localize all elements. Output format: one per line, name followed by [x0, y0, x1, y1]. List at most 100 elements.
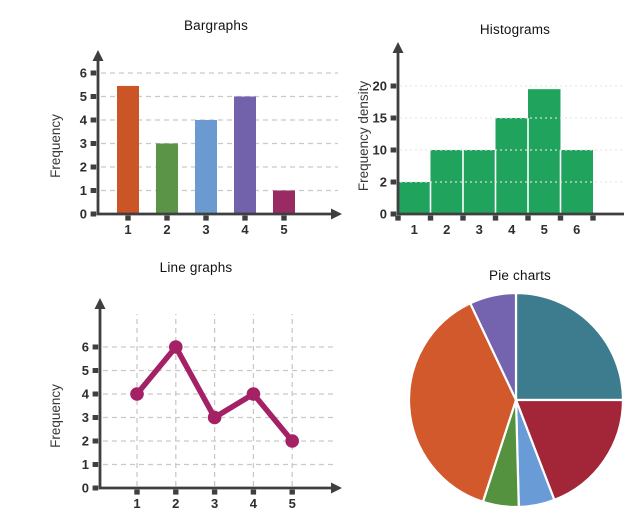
x-tick-mark	[164, 215, 170, 221]
data-point-marker	[169, 340, 183, 354]
x-tick-label: 3	[202, 222, 209, 237]
bargraph-panel: Bargraphs Frequency 0 1 2 3 4 5 6 1 2 3 4 5	[40, 16, 352, 256]
x-tick-mark	[525, 215, 531, 221]
x-tick-label: 2	[163, 222, 170, 237]
x-tick-mark	[281, 215, 287, 221]
x-tick-label: 4	[250, 496, 258, 511]
x-tick-label: 3	[476, 222, 483, 237]
y-tick-label: 3	[82, 410, 89, 425]
bar	[273, 190, 295, 214]
y-axis-arrow-icon	[94, 298, 106, 309]
x-tick-mark	[242, 215, 248, 221]
y-tick-mark	[92, 344, 99, 350]
linegraph-title: Line graphs	[159, 260, 233, 275]
y-tick-label: 4	[80, 113, 88, 128]
bargraph-ylabel: Frequency	[48, 114, 63, 178]
histogram-panel: Histograms Frequency density 0 2 10 15 20 1 2 3…	[352, 16, 624, 256]
linegraph-ylabel: Frequency	[48, 384, 63, 448]
y-tick-label: 1	[82, 457, 89, 472]
x-tick-label: 1	[133, 496, 140, 511]
linegraph-chart: Frequency 0 1 2 3 4 5 6 1 2 3 4 5	[48, 298, 342, 511]
y-tick-mark	[90, 141, 97, 146]
y-tick-label: 6	[80, 66, 87, 81]
y-tick-mark	[90, 117, 97, 123]
y-tick-mark	[390, 211, 397, 217]
y-tick-label: 2	[80, 160, 87, 175]
x-axis-arrow-icon	[331, 482, 342, 494]
y-tick-label: 0	[80, 207, 87, 222]
bar	[195, 120, 217, 214]
data-point-marker	[130, 387, 144, 401]
x-tick-mark	[125, 215, 131, 221]
x-tick-label: 5	[280, 222, 287, 237]
y-tick-mark	[92, 368, 99, 373]
x-tick-mark	[134, 489, 140, 495]
y-tick-label: 1	[80, 183, 87, 198]
x-tick-mark	[427, 215, 434, 221]
piechart-panel: Pie charts	[352, 256, 624, 516]
y-tick-label: 4	[82, 387, 90, 402]
y-tick-mark	[92, 462, 99, 467]
data-point-marker	[285, 434, 299, 448]
x-tick-mark	[173, 489, 179, 495]
histogram-chart: Frequency density 0 2 10 15 20 1 2 3 4 5 6	[356, 42, 624, 237]
x-tick-label: 6	[573, 222, 580, 237]
piechart-chart	[407, 291, 624, 509]
y-tick-label: 6	[82, 340, 89, 355]
x-axis-arrow-icon	[331, 208, 342, 220]
y-tick-label: 5	[80, 89, 87, 104]
data-point-marker	[207, 410, 222, 425]
y-tick-mark	[92, 438, 99, 444]
bargraph-title: Bargraphs	[183, 18, 249, 33]
y-tick-mark	[390, 83, 397, 89]
x-tick-mark	[395, 215, 401, 221]
bar	[156, 143, 178, 214]
y-tick-label: 0	[82, 481, 89, 496]
teal-slice	[514, 291, 624, 402]
x-tick-label: 4	[241, 222, 249, 237]
x-tick-label: 4	[508, 222, 516, 237]
x-tick-mark	[492, 215, 499, 221]
x-tick-mark	[250, 489, 257, 495]
y-tick-label: 2	[380, 175, 387, 190]
x-tick-label: 5	[541, 222, 548, 237]
x-tick-label: 3	[211, 496, 218, 511]
y-tick-label: 5	[82, 363, 89, 378]
x-tick-mark	[289, 489, 295, 495]
histogram-bar	[528, 89, 561, 214]
x-tick-mark	[590, 215, 596, 221]
x-tick-mark	[211, 489, 218, 495]
y-tick-mark	[90, 188, 97, 193]
y-tick-mark	[92, 391, 99, 397]
histogram-bar	[398, 182, 431, 214]
y-tick-label: 15	[373, 111, 387, 126]
y-tick-mark	[90, 70, 97, 76]
x-tick-label: 2	[443, 222, 450, 237]
x-tick-label: 5	[289, 496, 296, 511]
y-tick-mark	[390, 115, 397, 121]
bar	[234, 96, 256, 214]
bargraph-chart: Frequency 0 1 2 3 4 5 6 1 2 3 4 5	[48, 50, 342, 237]
x-tick-mark	[557, 215, 564, 221]
y-tick-label: 0	[380, 207, 387, 222]
piechart-title: Pie charts	[488, 268, 552, 283]
y-tick-mark	[90, 164, 97, 170]
x-tick-mark	[460, 215, 466, 221]
y-tick-mark	[390, 179, 397, 185]
dark-red-slice	[514, 398, 624, 501]
y-tick-mark	[92, 415, 99, 420]
y-tick-mark	[92, 485, 99, 491]
orange-slice	[407, 302, 518, 503]
y-axis-arrow-icon	[392, 42, 404, 53]
x-tick-mark	[203, 215, 209, 221]
histogram-title: Histograms	[479, 22, 551, 37]
y-tick-mark	[390, 147, 397, 153]
y-tick-label: 10	[373, 143, 387, 158]
histogram-bar	[495, 118, 528, 214]
linegraph-panel: Line graphs Frequency 0 1 2 3 4 5 6 1 2 3 4 5	[40, 256, 352, 516]
data-point-marker	[246, 387, 261, 401]
bar	[117, 85, 139, 214]
y-axis-arrow-icon	[92, 50, 104, 61]
y-tick-label: 2	[82, 434, 89, 449]
x-tick-label: 1	[124, 222, 131, 237]
